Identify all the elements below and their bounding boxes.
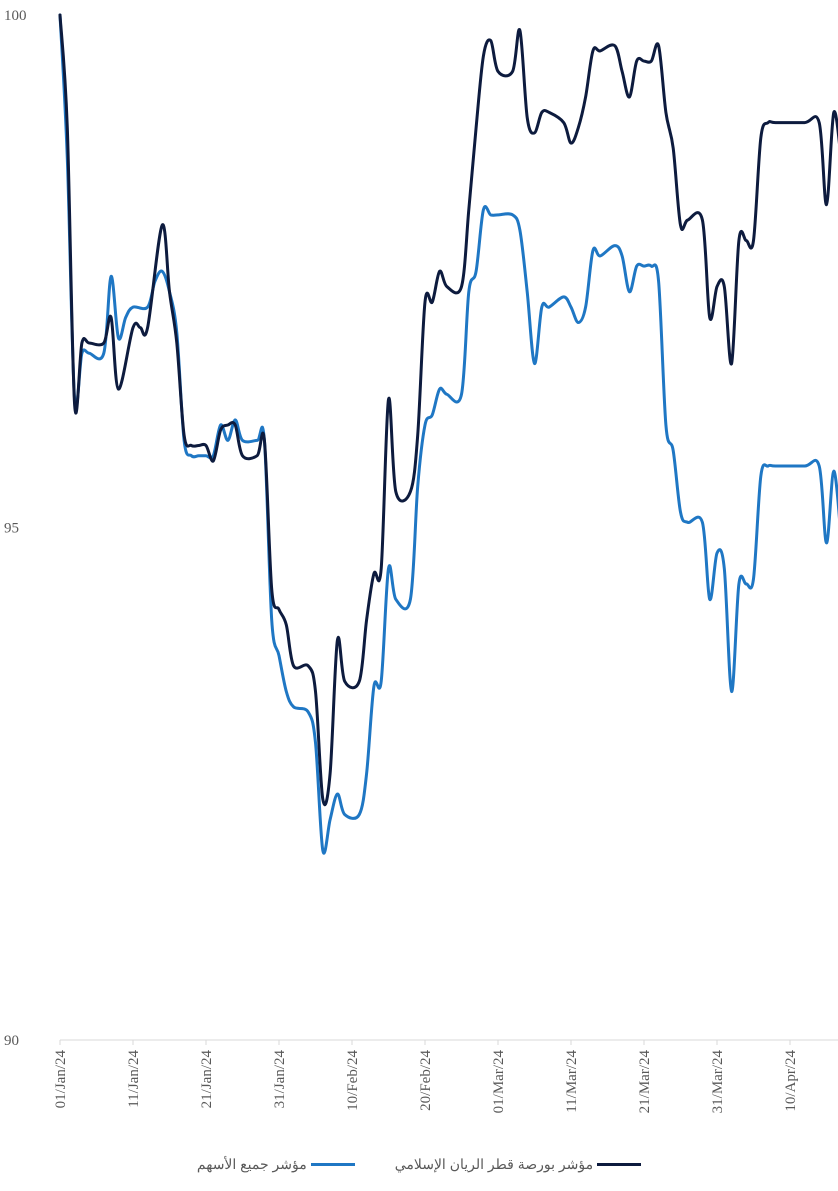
y-axis-tick-labels: 90 95 100 xyxy=(4,8,27,1049)
y-tick-label: 95 xyxy=(4,521,19,537)
chart-legend: مؤشر بورصة قطر الريان الإسلامي مؤشر جميع… xyxy=(0,1156,838,1173)
x-tick-label: 10/Apr/24 xyxy=(783,1050,799,1112)
x-tick-label: 31/Mar/24 xyxy=(710,1050,726,1114)
line-chart: 90 95 100 01/Jan/24 11/Jan/24 21/Jan/24 31/Ja… xyxy=(4,8,838,1113)
series-lines xyxy=(58,13,838,855)
x-tick-label: 21/Jan/24 xyxy=(199,1050,215,1109)
x-tick-label: 20/Feb/24 xyxy=(418,1050,434,1111)
y-tick-label: 100 xyxy=(4,8,27,24)
legend-item-all-share-index: مؤشر جميع الأسهم xyxy=(197,1156,355,1173)
series-line-all-share-index xyxy=(58,13,838,855)
x-tick-label: 11/Mar/24 xyxy=(564,1050,580,1113)
legend-swatch-qe-al-rayan-islamic xyxy=(597,1163,642,1166)
series-line-qe-al-rayan-islamic xyxy=(58,13,838,807)
legend-label-qe-al-rayan-islamic: مؤشر بورصة قطر الريان الإسلامي xyxy=(394,1156,594,1172)
x-tick-label: 31/Jan/24 xyxy=(272,1050,288,1109)
x-tick-label: 21/Mar/24 xyxy=(637,1050,653,1114)
legend-item-qe-al-rayan-islamic: مؤشر بورصة قطر الريان الإسلامي xyxy=(394,1156,642,1173)
x-tick-label: 10/Feb/24 xyxy=(345,1050,361,1111)
legend-label-all-share-index: مؤشر جميع الأسهم xyxy=(196,1156,307,1172)
legend-swatch-all-share-index xyxy=(310,1163,355,1166)
x-tick-label: 01/Jan/24 xyxy=(53,1050,69,1109)
x-axis-ticks: 01/Jan/24 11/Jan/24 21/Jan/24 31/Jan/24 10/F… xyxy=(53,1040,799,1113)
y-tick-label: 90 xyxy=(4,1033,19,1049)
x-tick-label: 11/Jan/24 xyxy=(126,1050,142,1108)
x-tick-label: 01/Mar/24 xyxy=(491,1050,507,1114)
